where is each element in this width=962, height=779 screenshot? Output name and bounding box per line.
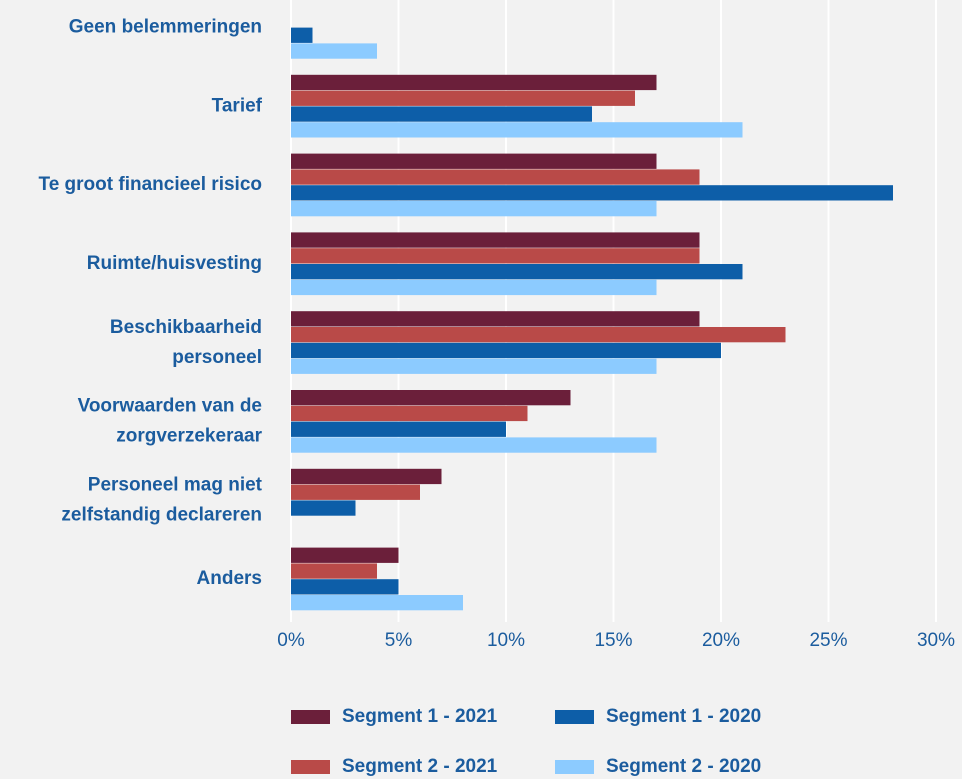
legend-swatch bbox=[291, 760, 330, 774]
x-tick-label: 30% bbox=[917, 630, 955, 651]
bar bbox=[291, 74, 657, 91]
legend-swatch bbox=[291, 710, 330, 724]
category-label: Personeel mag niet bbox=[88, 474, 263, 495]
bar bbox=[291, 169, 700, 185]
legend-swatch bbox=[555, 710, 594, 724]
bar bbox=[291, 106, 592, 122]
bar bbox=[291, 390, 571, 406]
legend-label: Segment 1 - 2021 bbox=[342, 706, 498, 727]
x-tick-label: 20% bbox=[702, 630, 740, 651]
bar bbox=[291, 484, 420, 500]
category-label: zorgverzekeraar bbox=[116, 426, 262, 447]
bar bbox=[291, 90, 635, 106]
bar bbox=[291, 405, 528, 422]
category-label: Anders bbox=[197, 568, 262, 589]
bar bbox=[291, 563, 377, 579]
x-tick-label: 15% bbox=[594, 630, 632, 651]
x-tick-label: 0% bbox=[277, 630, 305, 651]
bar bbox=[291, 153, 657, 169]
x-tick-label: 25% bbox=[809, 630, 847, 651]
bar bbox=[291, 201, 657, 217]
bar bbox=[291, 43, 377, 59]
bar bbox=[291, 27, 313, 43]
x-tick-label: 5% bbox=[385, 630, 413, 651]
bar bbox=[291, 327, 786, 343]
bar bbox=[291, 248, 700, 264]
legend-label: Segment 2 - 2021 bbox=[342, 756, 498, 777]
bar bbox=[291, 358, 657, 374]
category-label: Tarief bbox=[212, 95, 263, 116]
bar bbox=[291, 595, 463, 611]
category-label: Voorwaarden van de bbox=[78, 396, 262, 417]
bar bbox=[291, 500, 356, 516]
bar bbox=[291, 547, 399, 563]
category-label: Beschikbaarheid bbox=[110, 317, 262, 338]
bar bbox=[291, 342, 721, 359]
category-label: Geen belemmeringen bbox=[69, 17, 262, 38]
category-label: zelfstandig declareren bbox=[61, 504, 262, 525]
category-label: personeel bbox=[172, 347, 262, 368]
bar bbox=[291, 122, 743, 138]
bar bbox=[291, 232, 700, 248]
bar bbox=[291, 279, 657, 296]
bar bbox=[291, 579, 399, 595]
bar bbox=[291, 437, 657, 453]
bar bbox=[291, 311, 700, 327]
legend-label: Segment 2 - 2020 bbox=[606, 756, 761, 777]
legend-swatch bbox=[555, 760, 594, 774]
bar bbox=[291, 264, 743, 280]
legend-label: Segment 1 - 2020 bbox=[606, 706, 761, 727]
bar bbox=[291, 468, 442, 485]
bar bbox=[291, 421, 506, 437]
category-label: Te groot financieel risico bbox=[39, 174, 262, 195]
x-tick-label: 10% bbox=[487, 630, 525, 651]
category-label: Ruimte/huisvesting bbox=[87, 253, 262, 274]
bar bbox=[291, 185, 893, 201]
